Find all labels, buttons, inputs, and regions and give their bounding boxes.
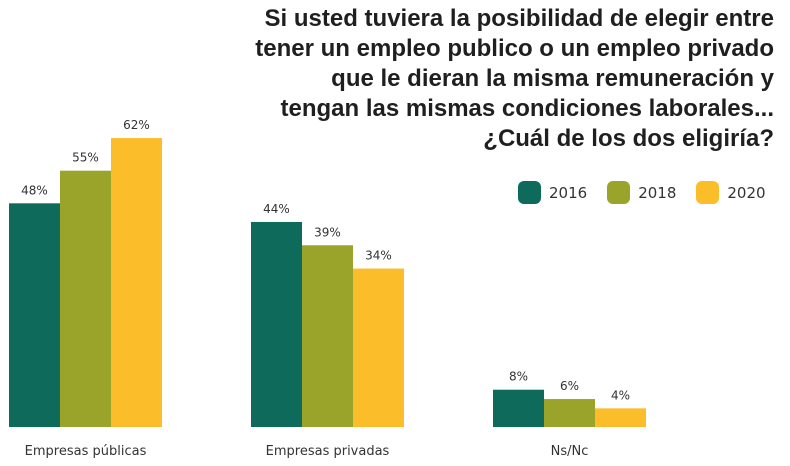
title-line-3: que le dieran la misma remuneración y — [331, 65, 774, 92]
data-label-2018-3: 6% — [560, 379, 579, 393]
title-line-4: tengan las mismas condiciones laborales.… — [280, 95, 774, 122]
data-label-2018-2: 39% — [314, 225, 341, 239]
bar-2016-1 — [9, 203, 60, 427]
legend-item-2016: 2016 — [518, 181, 587, 204]
title-line-5: ¿Cuál de los dos eligiría? — [483, 125, 774, 152]
data-label-2016-3: 8% — [509, 370, 528, 384]
bar-2020-2 — [353, 268, 404, 427]
data-label-2018-1: 55% — [72, 151, 99, 165]
legend: 2016 2018 2020 — [518, 181, 786, 204]
bar-2018-1 — [60, 170, 111, 427]
title-line-2: tener un empleo publico o un empleo priv… — [255, 35, 774, 62]
category-label-1: Empresas públicas — [25, 444, 147, 459]
data-label-2020-3: 4% — [611, 388, 630, 402]
legend-swatch-2016 — [518, 181, 541, 204]
bar-2020-1 — [111, 138, 162, 427]
category-label-3: Ns/Nc — [551, 444, 589, 459]
bar-2016-3 — [493, 389, 544, 427]
category-label-2: Empresas privadas — [266, 444, 390, 459]
chart-title: Si usted tuviera la posibilidad de elegi… — [174, 4, 774, 154]
legend-label-2020: 2020 — [727, 183, 766, 202]
legend-label-2018: 2018 — [638, 183, 677, 202]
data-label-2020-1: 62% — [123, 118, 150, 132]
bar-2020-3 — [595, 408, 646, 427]
bar-2016-2 — [251, 221, 302, 427]
bar-2018-2 — [302, 245, 353, 427]
legend-item-2020: 2020 — [696, 181, 766, 204]
title-line-1: Si usted tuviera la posibilidad de elegi… — [264, 5, 774, 32]
bar-2018-3 — [544, 399, 595, 427]
data-label-2016-2: 44% — [263, 202, 290, 216]
data-label-2020-2: 34% — [365, 249, 392, 263]
legend-label-2016: 2016 — [549, 183, 588, 202]
data-label-2016-1: 48% — [21, 183, 48, 197]
legend-swatch-2018 — [607, 181, 631, 204]
legend-swatch-2020 — [696, 181, 720, 204]
legend-item-2018: 2018 — [607, 181, 676, 204]
